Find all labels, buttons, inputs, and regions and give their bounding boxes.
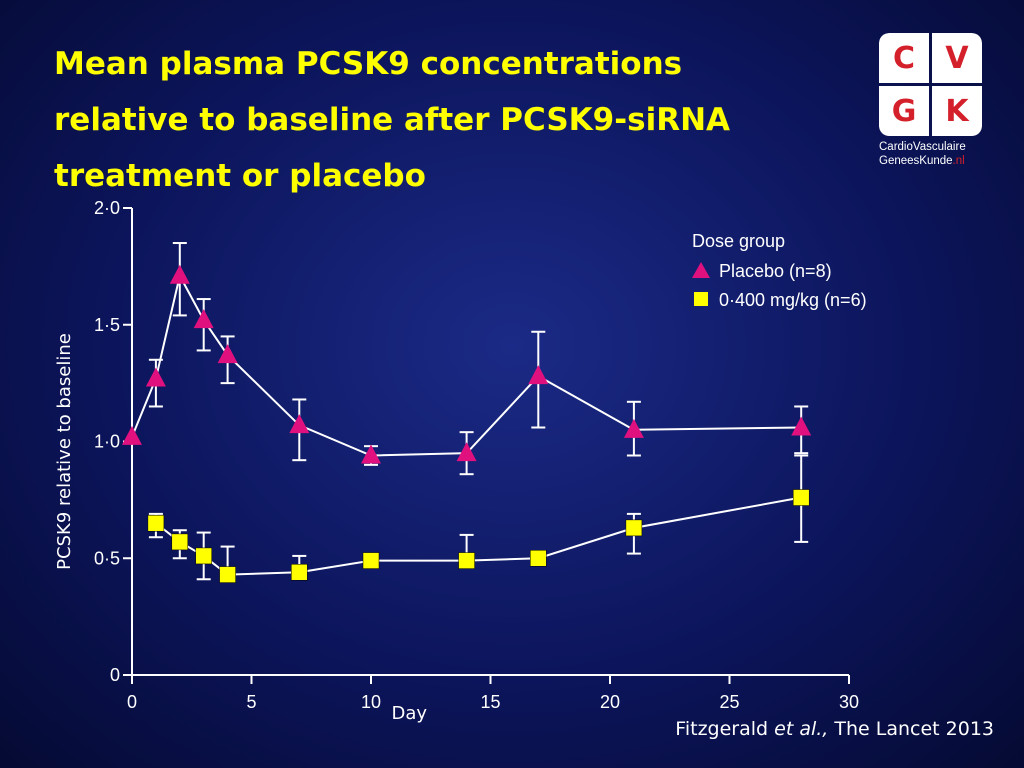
placebo-point (456, 442, 477, 462)
placebo-point (528, 365, 549, 385)
logo-caption: CardioVasculaire GeneesKunde.nl (879, 140, 983, 168)
dose-point (625, 519, 643, 537)
x-tick-label: 15 (480, 692, 500, 712)
logo-letter-k: K (932, 86, 982, 136)
legend-dose-label: 0·400 mg/kg (n=6) (719, 290, 867, 310)
placebo-point (169, 264, 190, 284)
placebo-point (289, 414, 310, 434)
series-1 (147, 454, 810, 583)
legend-dose-icon (694, 292, 708, 306)
dose-point (530, 550, 547, 567)
dose-point (291, 564, 308, 581)
logo-grid: C V G K (879, 33, 982, 136)
chart-series (122, 242, 812, 583)
page-title: Mean plasma PCSK9 concentrations relativ… (54, 36, 814, 204)
series-0 (122, 242, 812, 476)
title-line-2: relative to baseline after PCSK9-siRNA (54, 102, 731, 138)
legend-title: Dose group (692, 231, 785, 251)
dose-point (792, 489, 810, 506)
logo-caption-line2: GeneesKunde.nl (879, 154, 983, 168)
y-tick-label: 0 (110, 665, 120, 685)
legend-placebo-icon (692, 262, 710, 278)
logo-caption-main: GeneesKunde (879, 155, 953, 167)
y-tick-label: 0·5 (94, 548, 120, 568)
series-line (155, 496, 802, 576)
dose-point (195, 547, 212, 565)
dose-point (219, 566, 236, 583)
x-tick-label: 0 (127, 692, 137, 712)
citation-author: Fitzgerald (675, 718, 775, 740)
placebo-point (145, 367, 166, 387)
logo-letter-v: V (932, 33, 982, 83)
logo-caption-line1: CardioVasculaire (879, 141, 966, 153)
placebo-point (122, 425, 142, 445)
legend-placebo-label: Placebo (n=8) (719, 261, 832, 281)
dose-point (458, 552, 475, 569)
placebo-point (217, 344, 238, 364)
x-tick-label: 30 (839, 692, 859, 712)
x-tick-label: 10 (361, 692, 381, 712)
logo-caption-suffix: .nl (952, 155, 965, 167)
placebo-point (791, 416, 812, 436)
x-tick-label: 25 (719, 692, 739, 712)
title-line-3: treatment or placebo (54, 158, 426, 194)
citation: Fitzgerald et al., The Lancet 2013 (675, 718, 994, 740)
y-tick-label: 2·0 (94, 198, 120, 218)
y-axis-title: PCSK9 relative to baseline (54, 333, 75, 570)
x-tick-label: 20 (600, 692, 620, 712)
title-line-1: Mean plasma PCSK9 concentrations (54, 46, 683, 82)
chart-legend: Dose group Placebo (n=8) 0·400 mg/kg (n=6) (692, 231, 867, 310)
y-tick-label: 1·0 (94, 432, 120, 452)
x-tick-label: 5 (246, 692, 256, 712)
x-axis-title: Day (391, 703, 427, 724)
logo-letter-c: C (879, 33, 929, 83)
placebo-point (361, 444, 381, 464)
dose-point (171, 533, 189, 551)
y-tick-label: 1·5 (94, 315, 120, 335)
citation-journal: The Lancet 2013 (828, 718, 994, 740)
placebo-point (193, 309, 214, 329)
chart-axes: 0 0·5 1·0 1·5 2·0 0 5 10 15 20 25 30 Day PCSK9 relati… (54, 198, 859, 724)
dose-point (362, 552, 380, 569)
logo-letter-g: G (879, 86, 929, 136)
dose-point (147, 514, 165, 532)
cvgk-logo: C V G K CardioVasculaire GeneesKunde.nl (879, 33, 983, 168)
citation-etal: et al., (774, 718, 829, 740)
placebo-point (623, 418, 644, 438)
